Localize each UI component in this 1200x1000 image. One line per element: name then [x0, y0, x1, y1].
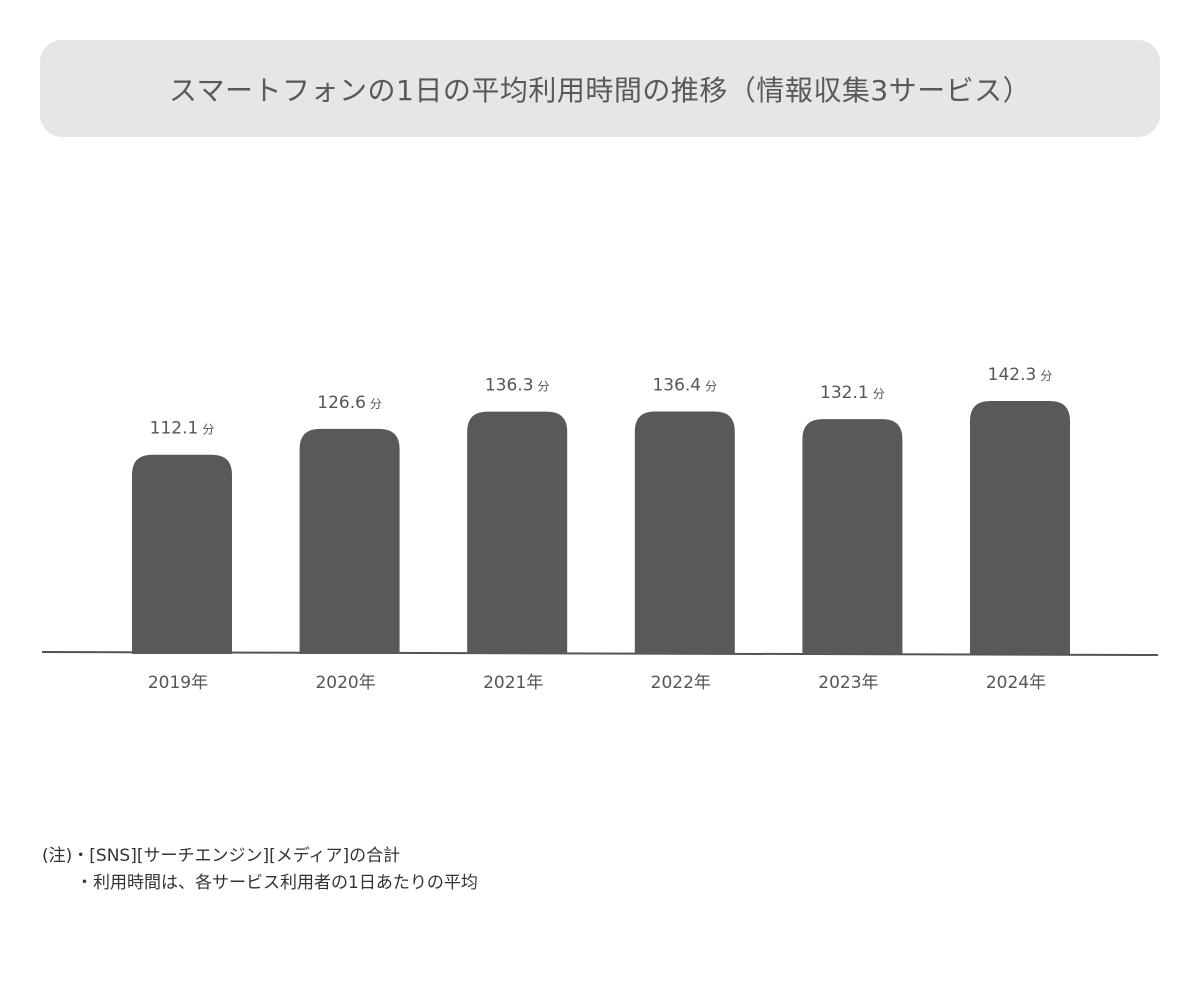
- x-tick-label: 2021年: [483, 673, 543, 693]
- x-tick-label: 2024年: [986, 673, 1046, 693]
- note-line-2: ・利用時間は、各サービス利用者の1日あたりの平均: [76, 873, 478, 893]
- bar-2019年: [132, 454, 232, 654]
- bar-2022年: [634, 411, 735, 654]
- chart-title: スマートフォンの1日の平均利用時間の推移（情報収集3サービス）: [168, 73, 1032, 107]
- value-label: 132.1 分: [820, 383, 885, 403]
- value-label: 142.3 分: [988, 365, 1053, 385]
- bar-2021年: [467, 411, 568, 654]
- notes: (注)・[SNS][サーチエンジン][メディア]の合計 ・利用時間は、各サービス…: [42, 843, 478, 897]
- note-line-1: (注)・[SNS][サーチエンジン][メディア]の合計: [42, 846, 401, 866]
- value-label: 112.1 分: [150, 419, 215, 439]
- x-tick-label: 2022年: [651, 673, 711, 693]
- value-label: 136.3 分: [485, 376, 550, 396]
- value-label: 126.6 分: [317, 393, 382, 413]
- value-label: 136.4 分: [652, 375, 717, 395]
- chart-title-box: スマートフォンの1日の平均利用時間の推移（情報収集3サービス）: [40, 40, 1160, 137]
- bar-2023年: [802, 419, 903, 654]
- bar-2024年: [970, 401, 1070, 654]
- bar-2020年: [299, 428, 400, 654]
- x-tick-label: 2023年: [818, 673, 878, 693]
- x-tick-label: 2019年: [148, 673, 208, 693]
- x-tick-label: 2020年: [315, 673, 375, 693]
